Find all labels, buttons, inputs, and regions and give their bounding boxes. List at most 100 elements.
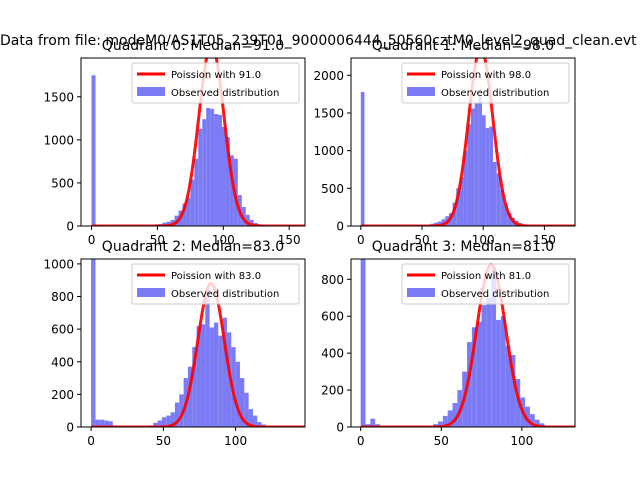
histogram-bar	[496, 319, 501, 427]
histogram-bar	[504, 204, 508, 226]
histogram-bar	[441, 219, 446, 226]
histogram-bar	[95, 419, 100, 427]
histogram-bar	[206, 107, 211, 226]
histogram-bar	[239, 378, 245, 427]
histogram-bar	[505, 345, 511, 427]
histogram-bar	[447, 410, 453, 427]
histogram-bar	[486, 297, 492, 427]
histogram-bar	[500, 189, 505, 226]
x-tick-label: 0	[357, 233, 365, 247]
axes-frame	[80, 258, 306, 428]
histogram-bar	[91, 75, 96, 226]
x-tick-label: 50	[150, 233, 165, 247]
histogram-bar	[244, 392, 249, 427]
legend-box	[131, 62, 300, 104]
legend-hist-swatch	[137, 288, 165, 297]
y-tick-label: 2000	[313, 69, 344, 83]
y-tick-label: 800	[321, 273, 344, 287]
y-tick-label: 800	[51, 290, 74, 304]
panel-3: 0 50 100 0 200 400 600 800 Poission with 81.0 Obs…	[321, 239, 576, 448]
histogram-bar	[161, 417, 167, 427]
histogram-bar	[186, 197, 191, 226]
x-tick-label: 100	[224, 434, 247, 448]
x-tick-label: 0	[357, 434, 365, 448]
legend-box	[401, 62, 570, 104]
legend-line-label: Poission with 83.0	[171, 271, 261, 282]
y-tick-label: 0	[66, 220, 74, 234]
histogram-bar	[153, 422, 158, 427]
histogram-bar	[249, 219, 254, 226]
histogram-bar	[108, 421, 113, 427]
histogram-bar	[190, 179, 195, 226]
histogram-bar	[226, 332, 232, 427]
legend-hist-label: Observed distribution	[441, 289, 549, 300]
histogram-bar	[491, 268, 497, 427]
histogram-bar	[221, 126, 226, 226]
y-tick-label: 1000	[43, 133, 74, 147]
histogram-bar	[471, 327, 477, 427]
axes-frame	[350, 57, 576, 227]
histogram-bar	[245, 214, 250, 226]
histogram-bar	[489, 126, 493, 226]
y-tick-label: 1500	[313, 106, 344, 120]
histogram-bar	[370, 418, 376, 427]
histogram-bar	[179, 394, 184, 427]
y-tick-label: 400	[321, 347, 344, 361]
histogram-bar	[222, 317, 227, 427]
histogram-bar	[104, 420, 109, 427]
histogram-bar	[218, 114, 222, 226]
x-tick-label: 0	[87, 434, 95, 448]
y-tick-label: 1500	[43, 90, 74, 104]
poisson-curve	[91, 58, 305, 226]
histogram-bar	[467, 342, 472, 427]
x-tick-label: 150	[278, 233, 301, 247]
histogram-bar	[525, 406, 530, 427]
histogram-bar	[182, 203, 187, 226]
y-tick-label: 0	[336, 220, 344, 234]
histogram-bar	[360, 259, 366, 427]
histogram-bar	[162, 222, 167, 226]
histogram-bar	[196, 325, 201, 427]
panel-title: Quadrant 2: Median=83.0	[102, 239, 284, 255]
histogram-bar	[214, 114, 219, 226]
histogram-bar	[452, 403, 458, 427]
histogram-bar	[463, 150, 468, 226]
legend-hist-swatch	[407, 87, 435, 96]
x-tick-label: 50	[156, 434, 171, 448]
histogram-bar	[252, 415, 258, 427]
y-tick-label: 200	[51, 388, 74, 402]
histogram-bar	[218, 335, 223, 427]
y-tick-label: 600	[321, 310, 344, 324]
x-tick-label: 50	[434, 434, 449, 448]
histogram-bar	[213, 322, 219, 427]
histogram-bar	[459, 177, 464, 226]
histogram-bar	[476, 321, 482, 427]
legend-hist-label: Observed distribution	[171, 289, 279, 300]
y-tick-label: 0	[66, 421, 74, 435]
histogram-bar	[492, 161, 497, 226]
y-tick-label: 1000	[313, 144, 344, 158]
histogram-bar	[202, 119, 207, 226]
histogram-bar	[198, 128, 203, 226]
histogram-bar	[481, 115, 486, 226]
panel-title: Quadrant 0: Median=91.0	[102, 38, 284, 54]
histogram-bar	[500, 316, 506, 427]
histogram-bar	[157, 420, 162, 427]
x-tick-label: 100	[212, 233, 235, 247]
histogram-bar	[166, 221, 171, 226]
x-tick-label: 150	[533, 233, 556, 247]
legend-hist-swatch	[137, 87, 165, 96]
legend-box	[401, 263, 570, 305]
histogram-bar	[478, 96, 482, 226]
histogram-bar	[205, 289, 210, 427]
histogram-bar	[456, 188, 460, 226]
histogram-bar	[438, 421, 443, 427]
legend: Poission with 83.0 Observed distribution	[131, 263, 300, 305]
histogram-bar	[496, 173, 501, 226]
x-tick-label: 100	[510, 434, 533, 448]
histogram-bar	[467, 124, 471, 226]
